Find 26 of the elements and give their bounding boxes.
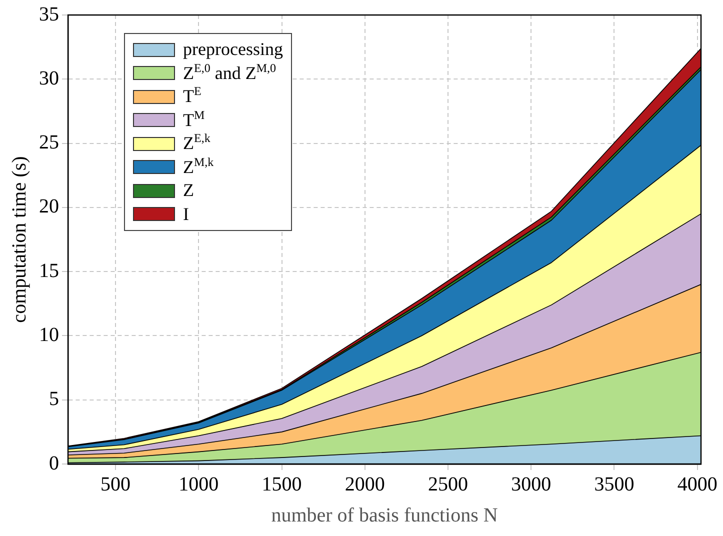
x-tick-label: 500: [100, 473, 131, 496]
legend-label: Z$^{M,k}$: [183, 154, 214, 178]
y-tick-label: 0: [49, 452, 59, 474]
y-tick-label: 30: [39, 67, 59, 90]
legend-label: preprocessing: [183, 38, 283, 61]
y-axis-title: computation time (s): [8, 156, 30, 323]
x-axis-title: number of basis functions N: [271, 504, 498, 526]
legend-label: I: [183, 202, 189, 226]
y-tick-label: 15: [39, 260, 59, 282]
legend-label: Z$^{E,k}$: [183, 131, 210, 155]
legend-label: Z$^{E,0}$ and Z$^{M,0}$: [183, 60, 276, 84]
x-tick-label: 2000: [344, 473, 385, 496]
x-tick-label: 3000: [511, 473, 552, 496]
legend-label: Z: [183, 179, 194, 202]
y-tick-label: 35: [39, 3, 59, 26]
x-tick-label: 4000: [677, 473, 718, 496]
y-tick-label: 25: [39, 132, 59, 154]
legend-label: T$^{E}$: [183, 84, 202, 108]
y-tick-label: 5: [49, 388, 59, 410]
x-tick-label: 1000: [178, 473, 219, 496]
x-tick-label: 3500: [594, 473, 634, 496]
legend-label: T$^{M}$: [183, 108, 205, 132]
y-tick-label: 10: [39, 324, 59, 346]
y-tick-label: 20: [39, 196, 59, 218]
x-tick-label: 1500: [262, 473, 302, 496]
x-tick-label: 2500: [428, 473, 468, 496]
